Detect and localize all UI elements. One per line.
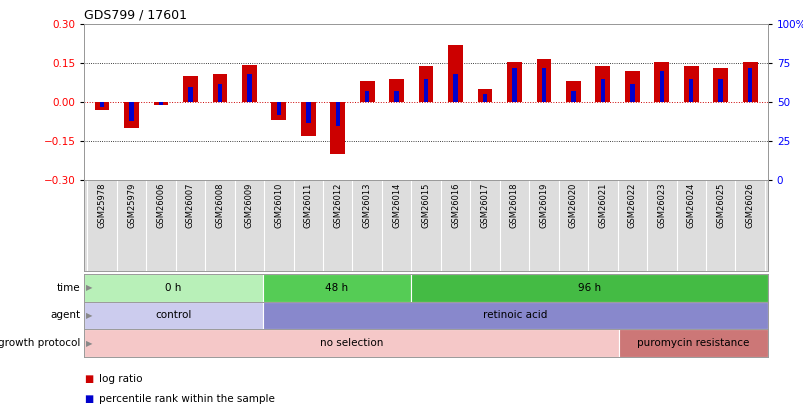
Text: GSM26007: GSM26007 [185, 183, 194, 228]
Bar [630, 83, 634, 102]
Bar [300, 102, 316, 136]
Bar [654, 62, 668, 102]
Text: GSM25979: GSM25979 [127, 183, 136, 228]
Bar [242, 64, 256, 102]
Text: GSM26025: GSM26025 [715, 183, 724, 228]
Text: growth protocol: growth protocol [0, 338, 80, 348]
Text: control: control [155, 311, 191, 320]
Bar [453, 74, 457, 102]
Text: GSM26022: GSM26022 [627, 183, 636, 228]
Text: GSM26020: GSM26020 [569, 183, 577, 228]
Text: ▶: ▶ [86, 284, 92, 292]
Text: GSM26023: GSM26023 [657, 183, 666, 228]
Bar [565, 81, 580, 102]
Bar [188, 87, 193, 102]
Text: log ratio: log ratio [99, 374, 142, 384]
Bar [618, 329, 767, 357]
Bar [483, 94, 487, 102]
Text: ▶: ▶ [86, 339, 92, 347]
Bar [95, 102, 109, 110]
Text: GSM26011: GSM26011 [304, 183, 312, 228]
Text: 96 h: 96 h [577, 283, 601, 293]
Bar [263, 274, 411, 302]
Bar [212, 74, 227, 102]
Bar [742, 62, 756, 102]
Text: GSM26006: GSM26006 [157, 183, 165, 228]
Text: ■: ■ [84, 394, 94, 403]
Bar [411, 274, 767, 302]
Bar [247, 74, 251, 102]
Bar [389, 79, 404, 102]
Bar [153, 102, 168, 105]
Bar [747, 68, 752, 102]
Text: 0 h: 0 h [165, 283, 181, 293]
Bar [183, 76, 198, 102]
Bar [360, 81, 374, 102]
Text: GSM26008: GSM26008 [215, 183, 224, 228]
Bar [306, 102, 310, 123]
Text: GSM26012: GSM26012 [332, 183, 342, 228]
Bar [100, 102, 104, 107]
Bar [658, 71, 663, 102]
Text: GDS799 / 17601: GDS799 / 17601 [84, 9, 187, 21]
Bar [365, 92, 369, 102]
Bar [595, 66, 609, 102]
Bar [541, 68, 545, 102]
Bar [477, 89, 491, 102]
Bar [335, 102, 340, 126]
Text: retinoic acid: retinoic acid [483, 311, 547, 320]
Bar [512, 68, 516, 102]
Text: GSM26010: GSM26010 [274, 183, 283, 228]
Text: percentile rank within the sample: percentile rank within the sample [99, 394, 275, 403]
Text: GSM26014: GSM26014 [392, 183, 401, 228]
Bar [84, 329, 618, 357]
Bar [394, 92, 398, 102]
Text: GSM26024: GSM26024 [686, 183, 695, 228]
Bar [600, 79, 605, 102]
Text: agent: agent [51, 311, 80, 320]
Text: GSM26019: GSM26019 [539, 183, 548, 228]
Bar [712, 68, 728, 102]
Bar [447, 45, 463, 102]
Bar [263, 302, 767, 329]
Bar [218, 83, 222, 102]
Text: GSM25978: GSM25978 [97, 183, 107, 228]
Bar [129, 102, 133, 121]
Bar [624, 71, 639, 102]
Text: no selection: no selection [320, 338, 383, 348]
Bar [84, 274, 263, 302]
Text: 48 h: 48 h [325, 283, 349, 293]
Bar [84, 302, 263, 329]
Bar [276, 102, 281, 115]
Text: GSM26018: GSM26018 [509, 183, 519, 228]
Text: ■: ■ [84, 374, 94, 384]
Text: GSM26013: GSM26013 [362, 183, 371, 228]
Bar [718, 79, 722, 102]
Text: GSM26017: GSM26017 [480, 183, 489, 228]
Text: ▶: ▶ [86, 311, 92, 320]
Bar [271, 102, 286, 120]
Text: puromycin resistance: puromycin resistance [637, 338, 748, 348]
Bar [124, 102, 139, 128]
Text: GSM26021: GSM26021 [597, 183, 606, 228]
Text: GSM26009: GSM26009 [245, 183, 254, 228]
Bar [683, 66, 698, 102]
Bar [330, 102, 344, 154]
Bar [507, 62, 521, 102]
Bar [159, 102, 163, 105]
Text: GSM26015: GSM26015 [421, 183, 430, 228]
Text: GSM26016: GSM26016 [450, 183, 459, 228]
Text: GSM26026: GSM26026 [744, 183, 754, 228]
Bar [688, 79, 692, 102]
Bar [418, 66, 433, 102]
Text: time: time [57, 283, 80, 293]
Bar [570, 92, 575, 102]
Bar [536, 60, 551, 102]
Bar [423, 79, 428, 102]
